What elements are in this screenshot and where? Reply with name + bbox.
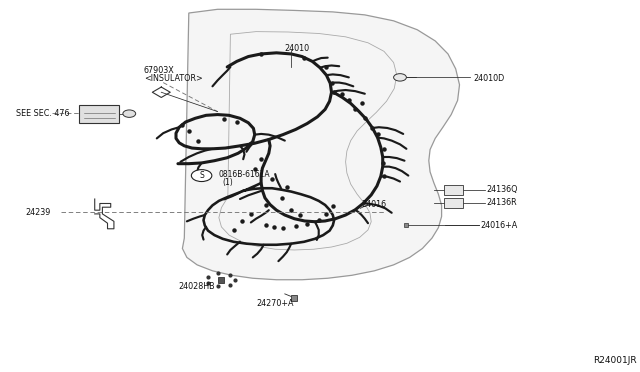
Text: 24016+A: 24016+A: [480, 221, 517, 230]
Text: 24136R: 24136R: [486, 198, 517, 207]
Text: (1): (1): [223, 178, 234, 187]
Text: R24001JR: R24001JR: [593, 356, 637, 365]
Text: 0816B-6161A: 0816B-6161A: [219, 170, 271, 179]
Circle shape: [191, 170, 212, 182]
FancyBboxPatch shape: [79, 105, 119, 123]
Text: 24016: 24016: [362, 200, 387, 209]
Text: 67903X: 67903X: [144, 66, 175, 75]
Text: 24136Q: 24136Q: [486, 185, 518, 194]
Polygon shape: [182, 9, 460, 280]
FancyBboxPatch shape: [444, 198, 463, 208]
Text: 24270+A: 24270+A: [256, 299, 294, 308]
Text: S: S: [199, 171, 204, 180]
FancyBboxPatch shape: [444, 185, 463, 195]
Circle shape: [123, 110, 136, 118]
Text: 24028HB: 24028HB: [178, 282, 214, 291]
Text: 24239: 24239: [26, 208, 51, 217]
Circle shape: [394, 74, 406, 81]
Text: 24010D: 24010D: [474, 74, 505, 83]
Text: SEE SEC. 476: SEE SEC. 476: [16, 109, 70, 118]
Text: <INSULATOR>: <INSULATOR>: [144, 74, 203, 83]
Text: 24010: 24010: [285, 44, 310, 53]
